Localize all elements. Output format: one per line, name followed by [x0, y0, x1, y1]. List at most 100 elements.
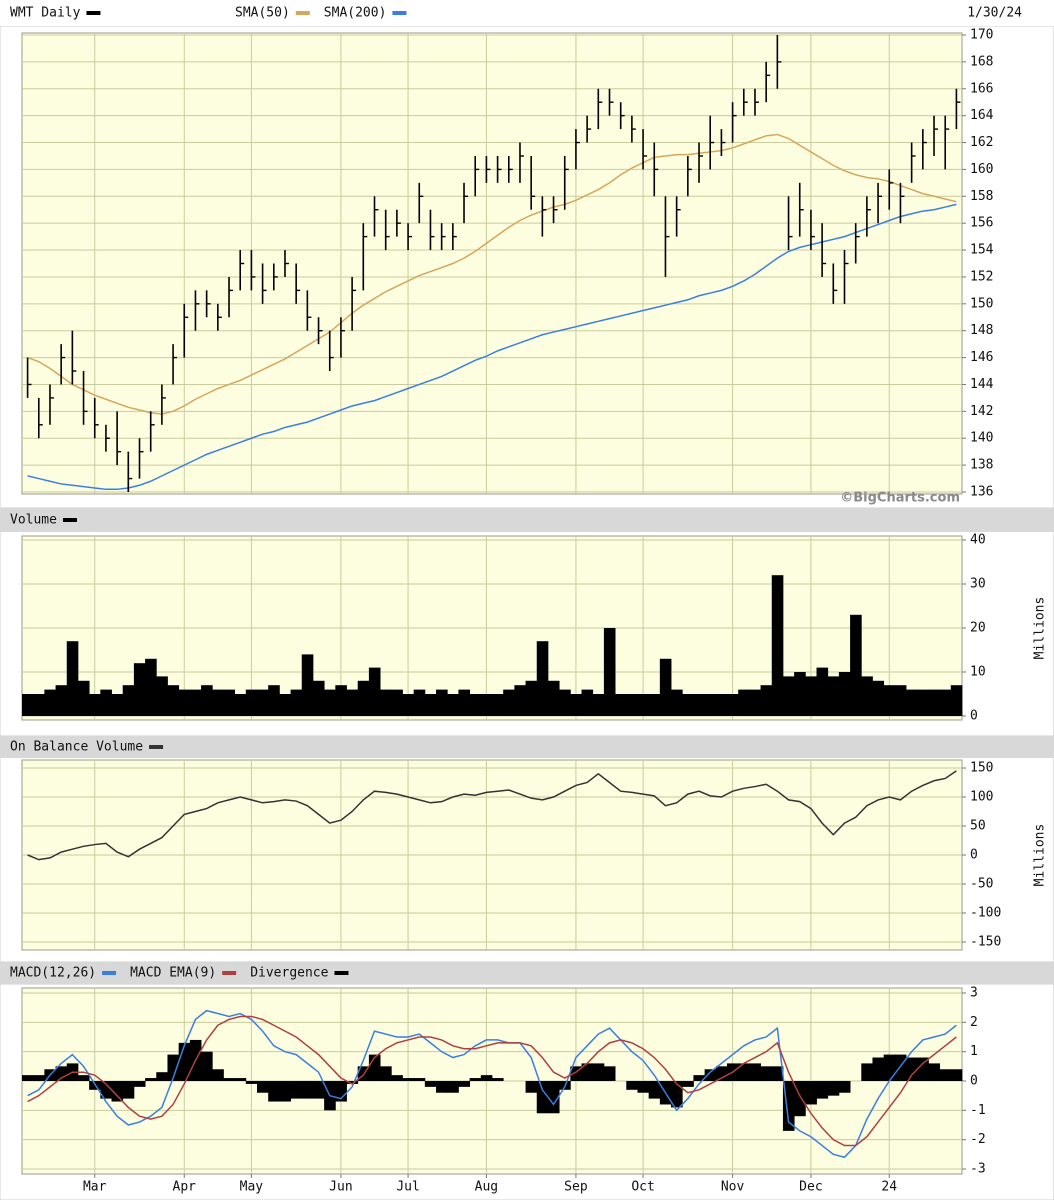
y-tick-label: 138: [970, 458, 993, 473]
bar: [805, 1081, 817, 1105]
bar: [581, 689, 594, 716]
legend-entry: SMA(50): [235, 6, 290, 21]
bar: [838, 1081, 851, 1093]
bar: [357, 680, 370, 716]
x-tick-label: May: [240, 1180, 264, 1195]
bar: [268, 1081, 280, 1102]
bar: [671, 689, 683, 716]
y-tick-label: 170: [970, 28, 993, 43]
bar: [917, 1057, 929, 1081]
y-tick-label: 150: [970, 761, 993, 776]
y-tick-label: 148: [970, 323, 993, 338]
bar: [950, 1069, 963, 1081]
legend-swatch: [295, 11, 310, 15]
legend-swatch: [86, 11, 101, 15]
bar: [738, 1063, 750, 1081]
bar: [402, 1078, 415, 1081]
bar: [436, 1081, 448, 1093]
bar: [234, 694, 247, 716]
bar: [682, 694, 694, 716]
bar: [279, 1081, 291, 1102]
bar: [950, 685, 963, 716]
bar: [268, 685, 280, 716]
bar: [760, 685, 773, 716]
bar: [894, 1054, 907, 1081]
bar: [234, 1078, 247, 1081]
bar: [827, 1081, 840, 1096]
bar: [671, 1081, 683, 1108]
bar: [581, 1063, 594, 1081]
bar: [570, 694, 582, 716]
y-tick-label: 1: [970, 1044, 978, 1059]
bar: [536, 641, 549, 716]
bar: [335, 685, 347, 716]
bar: [749, 689, 761, 716]
bar: [279, 694, 291, 716]
bar: [771, 575, 784, 716]
bar: [592, 694, 605, 716]
plot-area: [21, 32, 963, 495]
bar: [715, 694, 728, 716]
y-tick-label: 166: [970, 81, 993, 96]
bar: [380, 689, 392, 716]
bar: [167, 685, 180, 716]
legend-swatch: [392, 11, 407, 15]
y-tick-label: 144: [970, 377, 994, 392]
y-tick-label: 3: [970, 986, 978, 1001]
legend-swatch: [222, 971, 237, 975]
series-line: [27, 770, 957, 861]
bar: [189, 689, 202, 716]
bar: [939, 689, 952, 716]
bar: [22, 1075, 34, 1081]
bar: [368, 667, 381, 716]
bar: [570, 1066, 582, 1081]
bar: [89, 694, 101, 716]
bar: [201, 685, 213, 716]
x-tick-label: Aug: [475, 1180, 498, 1195]
legend-entry: SMA(200): [324, 6, 387, 21]
y-tick-label: 20: [970, 621, 986, 636]
y-tick-label: 160: [970, 162, 993, 177]
x-tick-label: Jun: [329, 1180, 352, 1195]
bar: [245, 1081, 258, 1084]
x-tick-label: Apr: [173, 1180, 197, 1195]
y-tick-label: 146: [970, 350, 993, 365]
bar: [122, 1081, 135, 1099]
bar: [648, 694, 661, 716]
y-tick-label: 150: [970, 296, 993, 311]
bar: [615, 694, 627, 716]
bar: [715, 1066, 728, 1081]
bar: [447, 694, 459, 716]
bar: [536, 1081, 549, 1114]
bar: [861, 676, 873, 716]
bar: [402, 694, 415, 716]
bar: [133, 663, 146, 716]
bar: [503, 689, 515, 716]
bar: [659, 658, 672, 716]
bar: [760, 1066, 773, 1081]
bar: [301, 1081, 314, 1099]
bar: [928, 689, 941, 716]
bar: [100, 689, 112, 716]
legend-entry: MACD EMA(9): [130, 966, 216, 981]
y-tick-label: 164: [970, 108, 994, 123]
y-tick-label: 162: [970, 135, 993, 150]
bar: [872, 680, 885, 716]
bar: [290, 1081, 303, 1099]
bar: [178, 689, 191, 716]
y-tick-label: 0: [970, 709, 978, 724]
bar: [648, 1081, 661, 1099]
bar: [66, 641, 79, 716]
y-tick-label: 142: [970, 404, 993, 419]
legend-entry: Divergence: [250, 966, 328, 981]
bar: [55, 1066, 68, 1081]
bar: [894, 685, 907, 716]
y-tick-label: -100: [970, 906, 1001, 921]
bar: [603, 628, 616, 716]
bar: [906, 689, 918, 716]
bar: [447, 1081, 459, 1093]
bar: [592, 1063, 605, 1081]
bar: [346, 1081, 359, 1084]
bar: [324, 689, 336, 716]
